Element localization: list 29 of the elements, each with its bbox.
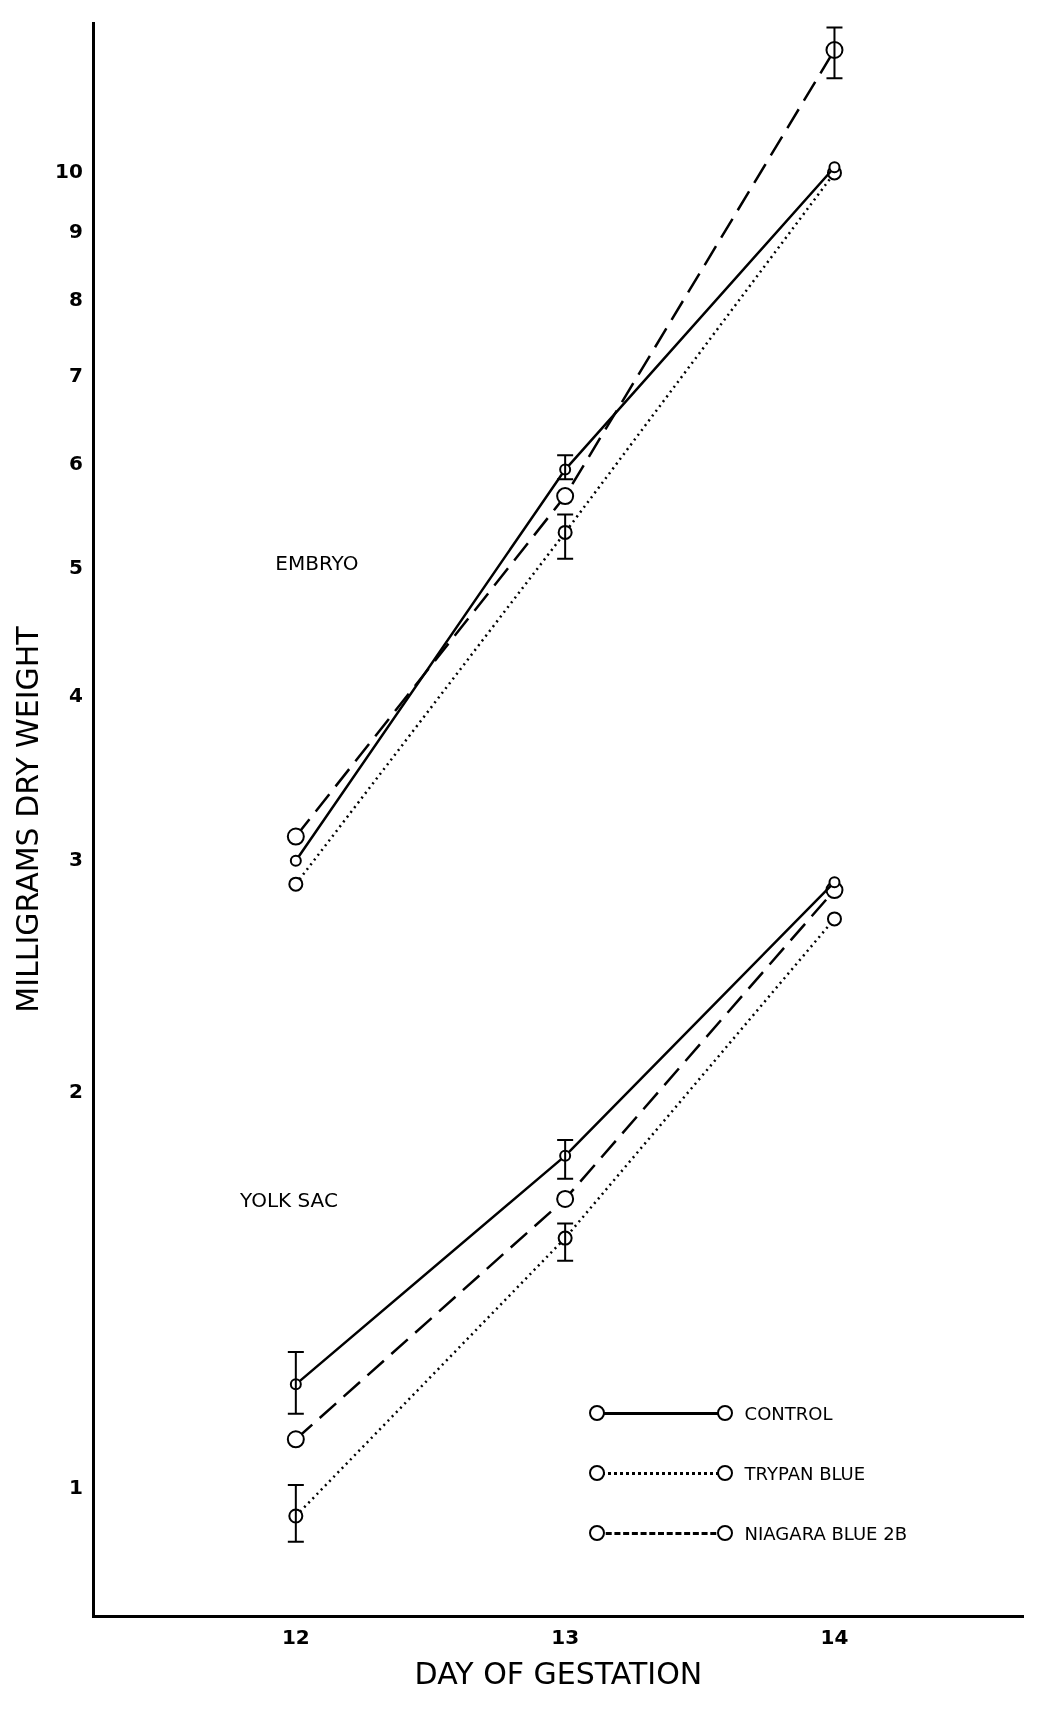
y-tick-label: 3 — [68, 847, 83, 872]
y-tick-label: 6 — [68, 450, 83, 475]
x-tick-label: 14 — [820, 1625, 849, 1650]
y-tick-label: 1 — [68, 1474, 83, 1499]
y-tick-label: 2 — [68, 1078, 83, 1103]
annotation: YOLK SAC — [239, 1188, 338, 1213]
y-tick-label: 4 — [68, 682, 83, 707]
point — [289, 854, 302, 867]
x-tick-label: 12 — [281, 1625, 310, 1650]
legend-label: TRYPAN BLUE — [744, 1462, 866, 1484]
annotation: EMBRYO — [275, 550, 359, 575]
legend-label: CONTROL — [744, 1402, 833, 1424]
x-tick-label: 13 — [551, 1625, 580, 1650]
point — [556, 487, 575, 506]
y-tick-label: 7 — [68, 362, 83, 387]
y-axis-title: MILLIGRAMS DRY WEIGHT — [9, 625, 45, 1013]
point — [286, 1430, 305, 1449]
y-tick-label: 9 — [68, 219, 83, 244]
point — [828, 161, 841, 174]
y-tick-label: 10 — [54, 159, 83, 184]
y-tick-label: 5 — [68, 555, 83, 580]
y-tick-label: 8 — [68, 286, 83, 311]
point — [286, 827, 305, 846]
point — [826, 911, 842, 927]
point — [828, 876, 841, 889]
legend-label: NIAGARA BLUE 2B — [744, 1522, 907, 1544]
point — [288, 876, 304, 892]
point — [556, 1189, 575, 1208]
x-axis-title: DAY OF GESTATION — [414, 1655, 703, 1691]
